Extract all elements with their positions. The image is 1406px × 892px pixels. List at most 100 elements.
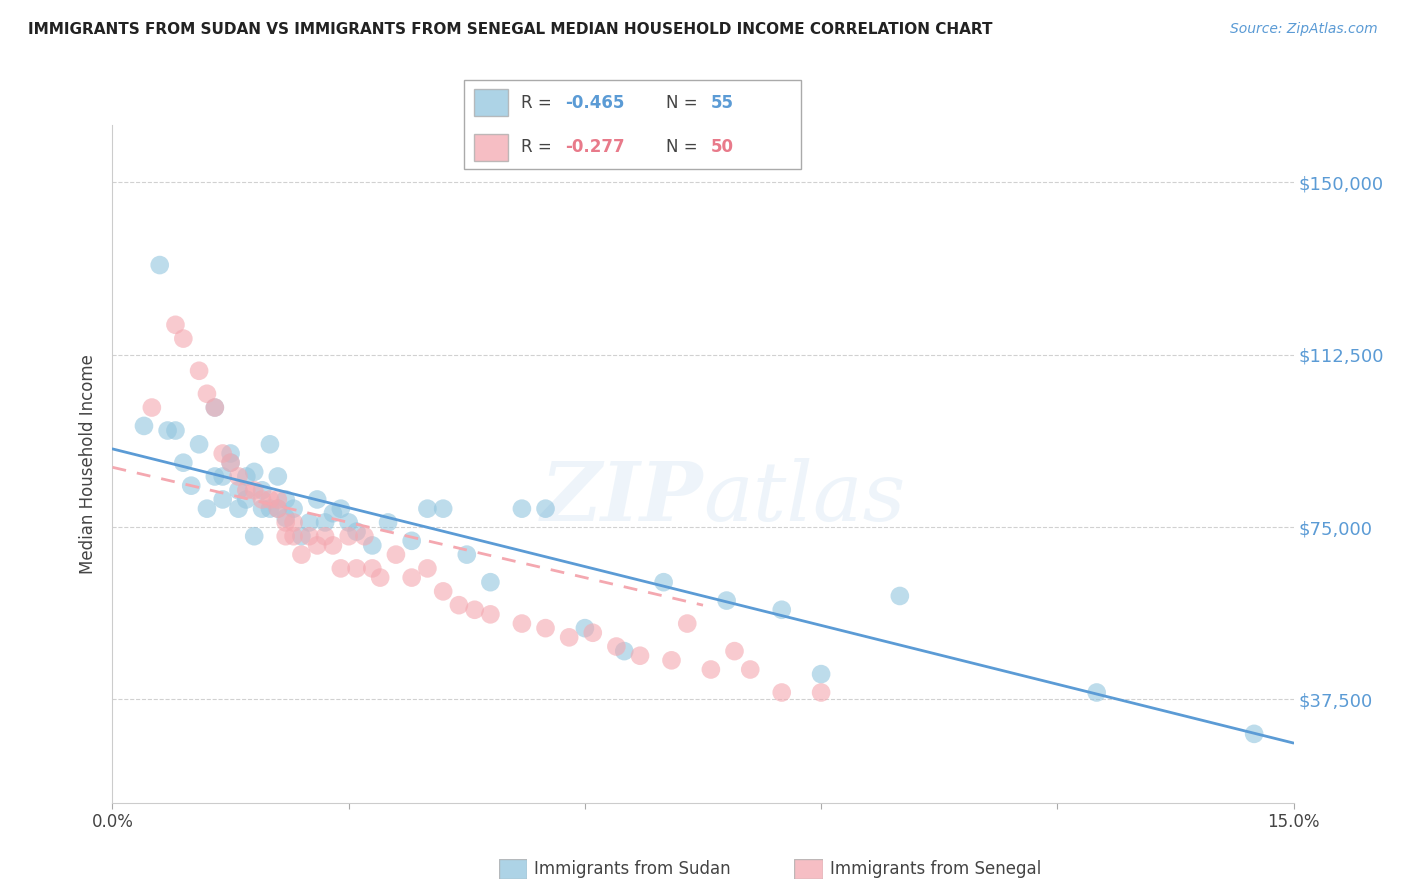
Point xyxy=(188,437,211,451)
Point xyxy=(172,456,194,470)
Text: 50: 50 xyxy=(710,138,734,156)
Point xyxy=(149,258,172,272)
Point xyxy=(605,640,627,654)
Point xyxy=(456,548,478,562)
Point xyxy=(377,516,399,530)
Point xyxy=(329,501,352,516)
FancyBboxPatch shape xyxy=(464,80,801,169)
Point xyxy=(510,616,533,631)
FancyBboxPatch shape xyxy=(794,859,823,879)
Point xyxy=(447,598,470,612)
Point xyxy=(700,663,723,677)
Point xyxy=(432,501,454,516)
Point xyxy=(250,483,273,498)
Point xyxy=(141,401,163,415)
Point xyxy=(510,501,533,516)
Point xyxy=(346,561,368,575)
Point xyxy=(676,616,699,631)
FancyBboxPatch shape xyxy=(474,89,508,116)
Point xyxy=(329,561,352,575)
Point xyxy=(416,501,439,516)
Point xyxy=(204,469,226,483)
Point xyxy=(156,424,179,438)
Point xyxy=(132,418,155,433)
Point xyxy=(401,533,423,548)
Point xyxy=(259,501,281,516)
Point xyxy=(259,492,281,507)
Point xyxy=(195,501,218,516)
Point xyxy=(195,386,218,401)
Point xyxy=(188,364,211,378)
Point xyxy=(368,571,391,585)
Point xyxy=(228,501,250,516)
Point xyxy=(770,685,793,699)
Point xyxy=(322,538,344,552)
FancyBboxPatch shape xyxy=(499,859,527,879)
Point xyxy=(290,529,312,543)
Text: R =: R = xyxy=(522,94,557,112)
Point xyxy=(661,653,683,667)
Point xyxy=(337,529,360,543)
Point xyxy=(228,483,250,498)
Text: -0.277: -0.277 xyxy=(565,138,624,156)
Point xyxy=(385,548,408,562)
Point xyxy=(582,625,605,640)
Point xyxy=(250,492,273,507)
Text: atlas: atlas xyxy=(703,458,905,538)
Point xyxy=(228,469,250,483)
Point xyxy=(250,501,273,516)
Point xyxy=(283,501,305,516)
Point xyxy=(219,446,242,460)
Point xyxy=(172,332,194,346)
Point xyxy=(810,667,832,681)
Point xyxy=(613,644,636,658)
Text: -0.465: -0.465 xyxy=(565,94,624,112)
Point xyxy=(361,538,384,552)
Text: 55: 55 xyxy=(710,94,734,112)
Point xyxy=(337,516,360,530)
Point xyxy=(267,469,290,483)
Point xyxy=(314,529,336,543)
Point xyxy=(361,561,384,575)
Point xyxy=(211,469,233,483)
Point xyxy=(889,589,911,603)
Point xyxy=(267,492,290,507)
Point xyxy=(283,529,305,543)
Point xyxy=(534,621,557,635)
Point xyxy=(534,501,557,516)
Point xyxy=(243,465,266,479)
Point xyxy=(464,603,486,617)
Point xyxy=(479,607,502,622)
Text: Immigrants from Sudan: Immigrants from Sudan xyxy=(534,860,731,878)
Point xyxy=(401,571,423,585)
Text: Immigrants from Senegal: Immigrants from Senegal xyxy=(830,860,1040,878)
Text: Source: ZipAtlas.com: Source: ZipAtlas.com xyxy=(1230,22,1378,37)
Point xyxy=(211,446,233,460)
Point xyxy=(267,501,290,516)
Point xyxy=(298,529,321,543)
FancyBboxPatch shape xyxy=(474,134,508,161)
Point xyxy=(346,524,368,539)
Text: N =: N = xyxy=(666,138,703,156)
Point xyxy=(219,456,242,470)
Point xyxy=(810,685,832,699)
Point xyxy=(307,538,329,552)
Point xyxy=(416,561,439,575)
Point xyxy=(283,516,305,530)
Text: IMMIGRANTS FROM SUDAN VS IMMIGRANTS FROM SENEGAL MEDIAN HOUSEHOLD INCOME CORRELA: IMMIGRANTS FROM SUDAN VS IMMIGRANTS FROM… xyxy=(28,22,993,37)
Point xyxy=(740,663,762,677)
Point xyxy=(479,575,502,590)
Point xyxy=(322,506,344,520)
Point xyxy=(716,593,738,607)
Point xyxy=(235,469,257,483)
Point xyxy=(243,529,266,543)
Point xyxy=(628,648,651,663)
Point xyxy=(307,492,329,507)
Point xyxy=(1243,727,1265,741)
Point xyxy=(274,516,297,530)
Point xyxy=(204,401,226,415)
Point xyxy=(432,584,454,599)
Point xyxy=(558,631,581,645)
Point xyxy=(274,529,297,543)
Point xyxy=(259,437,281,451)
